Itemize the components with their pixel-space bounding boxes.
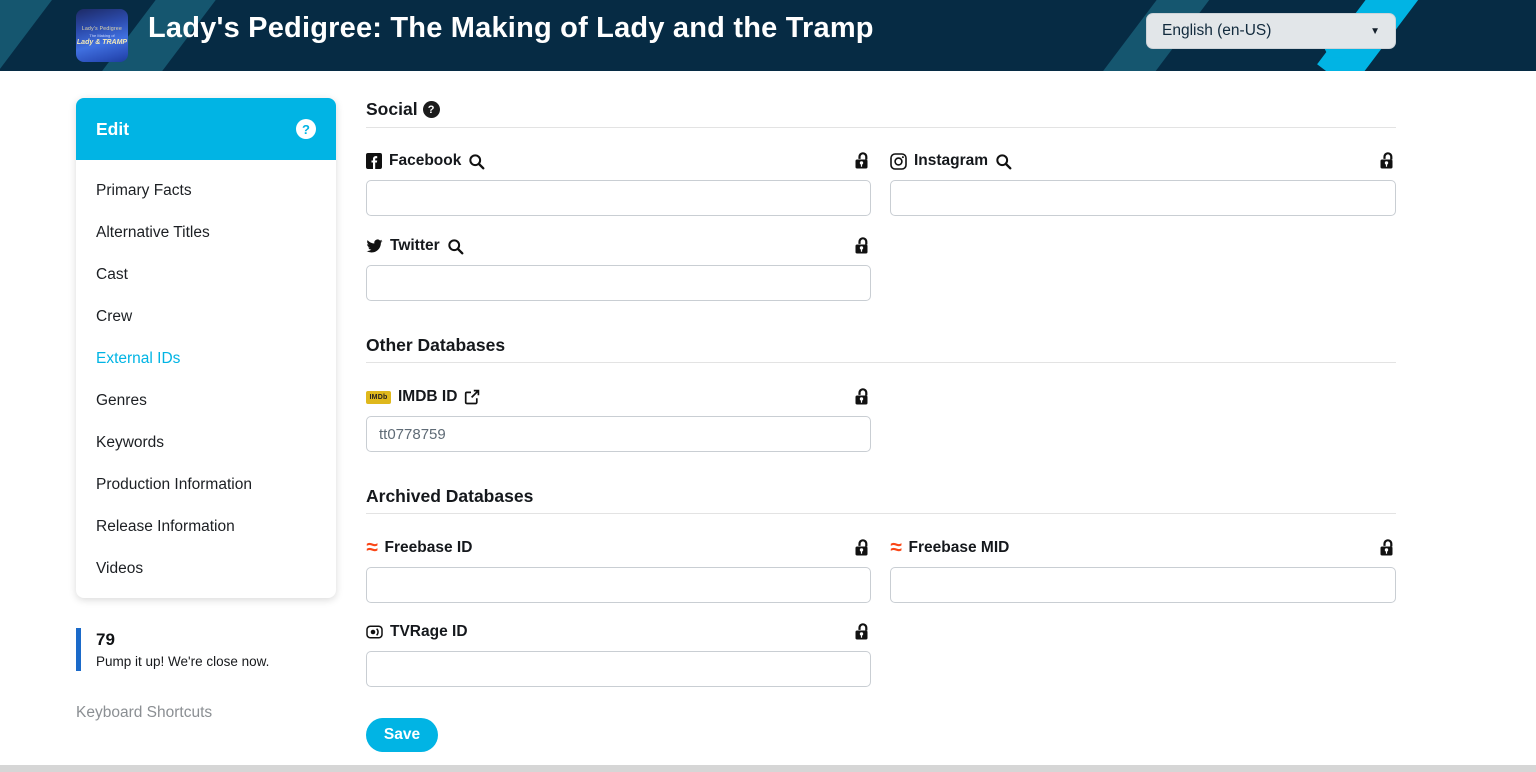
edit-sidebar: Edit ? Primary Facts Alternative Titles … [76, 98, 336, 598]
external-link-icon[interactable] [464, 389, 480, 405]
completeness-score: 79 Pump it up! We're close now. [76, 628, 269, 671]
freebase-mid-label-row: ≈ Freebase MID [890, 537, 1396, 559]
section-title-text: Archived Databases [366, 486, 534, 506]
freebase-id-input[interactable] [366, 567, 871, 603]
language-select[interactable]: English (en-US) ▼ [1146, 13, 1396, 49]
lock-open-icon[interactable] [854, 538, 869, 557]
sidebar-item-genres[interactable]: Genres [96, 392, 147, 409]
language-select-value: English (en-US) [1162, 22, 1272, 39]
keyboard-shortcuts-link[interactable]: Keyboard Shortcuts [76, 704, 213, 721]
footer-edge [0, 765, 1536, 772]
facebook-label: Facebook [389, 152, 462, 169]
twitter-label-row: Twitter [366, 235, 871, 257]
sidebar-menu: Primary Facts Alternative Titles Cast Cr… [76, 160, 336, 590]
score-value: 79 [96, 630, 115, 649]
freebase-id-label: Freebase ID [384, 539, 473, 556]
section-title-text: Social [366, 99, 418, 119]
movie-poster-thumbnail[interactable]: Lady's Pedigree The Making of Lady & TRA… [76, 9, 128, 62]
imdb-icon: IMDb [366, 390, 391, 404]
section-title-archived-databases: Archived Databases [366, 486, 533, 507]
save-button[interactable]: Save [366, 718, 438, 752]
sidebar-item-external-ids[interactable]: External IDs [96, 350, 181, 367]
divider [366, 513, 1396, 514]
tvrage-id-field: TVRage ID [366, 621, 871, 687]
facebook-icon [366, 153, 382, 169]
facebook-input[interactable] [366, 180, 871, 216]
lock-open-icon[interactable] [854, 622, 869, 641]
lock-open-icon[interactable] [1379, 538, 1394, 557]
sidebar-item-cast[interactable]: Cast [96, 266, 128, 283]
lock-open-icon[interactable] [854, 387, 869, 406]
divider [366, 127, 1396, 128]
freebase-mid-input[interactable] [890, 567, 1396, 603]
section-title-text: Other Databases [366, 335, 506, 355]
lock-open-icon[interactable] [854, 236, 869, 255]
freebase-icon: ≈ [366, 536, 378, 559]
app-header: Lady's Pedigree The Making of Lady & TRA… [0, 0, 1536, 71]
sidebar-item-production-information[interactable]: Production Information [96, 476, 252, 493]
search-icon[interactable] [995, 153, 1012, 170]
sidebar-item-alternative-titles[interactable]: Alternative Titles [96, 224, 210, 241]
sidebar-item-release-information[interactable]: Release Information [96, 518, 235, 535]
section-title-social: Social ? [366, 99, 440, 120]
section-title-other-databases: Other Databases [366, 335, 505, 356]
instagram-field: Instagram [890, 150, 1396, 216]
divider [366, 362, 1396, 363]
facebook-field: Facebook [366, 150, 871, 216]
poster-text: Lady's Pedigree [81, 25, 123, 32]
freebase-id-label-row: ≈ Freebase ID [366, 537, 871, 559]
imdb-label-row: IMDb IMDB ID [366, 386, 871, 408]
tvrage-id-input[interactable] [366, 651, 871, 687]
sidebar-title: Edit [96, 118, 130, 139]
facebook-label-row: Facebook [366, 150, 871, 172]
freebase-mid-label: Freebase MID [908, 539, 1010, 556]
chevron-down-icon: ▼ [1370, 26, 1380, 37]
help-icon[interactable]: ? [296, 119, 316, 139]
help-icon[interactable]: ? [422, 101, 440, 118]
imdb-id-label: IMDB ID [398, 388, 458, 405]
tvrage-icon [366, 624, 383, 640]
twitter-icon [366, 238, 383, 254]
tvrage-id-label: TVRage ID [390, 623, 468, 640]
search-icon[interactable] [447, 238, 464, 255]
header-stripe [0, 0, 72, 71]
sidebar-item-crew[interactable]: Crew [96, 308, 133, 325]
freebase-id-field: ≈ Freebase ID [366, 537, 871, 603]
tvrage-label-row: TVRage ID [366, 621, 871, 643]
imdb-id-input[interactable] [366, 416, 871, 452]
sidebar-item-primary-facts[interactable]: Primary Facts [96, 182, 192, 199]
sidebar-item-videos[interactable]: Videos [96, 560, 144, 577]
twitter-label: Twitter [390, 237, 440, 254]
instagram-label: Instagram [914, 152, 989, 169]
sidebar-item-keywords[interactable]: Keywords [96, 434, 165, 451]
freebase-mid-field: ≈ Freebase MID [890, 537, 1396, 603]
poster-text: The Making of [89, 32, 115, 38]
lock-open-icon[interactable] [854, 151, 869, 170]
lock-open-icon[interactable] [1379, 151, 1394, 170]
search-icon[interactable] [468, 153, 485, 170]
freebase-icon: ≈ [890, 536, 902, 559]
instagram-icon [890, 152, 907, 170]
instagram-label-row: Instagram [890, 150, 1396, 172]
external-ids-form: Social ? Facebook [366, 98, 1396, 758]
twitter-field: Twitter [366, 235, 871, 301]
twitter-input[interactable] [366, 265, 871, 301]
imdb-id-field: IMDb IMDB ID [366, 386, 871, 452]
page-title: Lady's Pedigree: The Making of Lady and … [148, 12, 874, 44]
poster-text: Lady & TRAMP [76, 38, 128, 46]
instagram-input[interactable] [890, 180, 1396, 216]
sidebar-header: Edit ? [76, 98, 336, 160]
score-caption: Pump it up! We're close now. [96, 654, 270, 669]
